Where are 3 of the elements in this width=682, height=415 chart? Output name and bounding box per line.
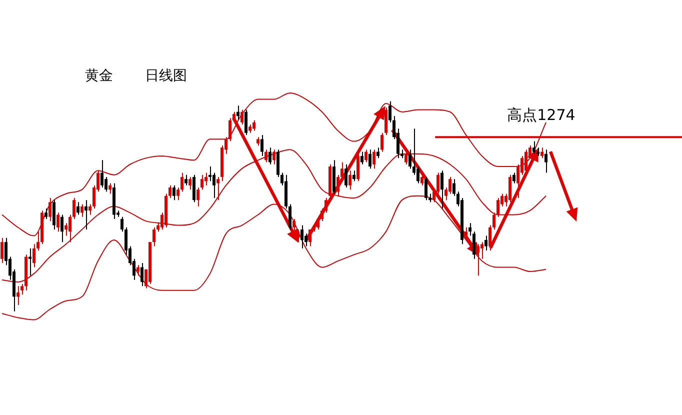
ref-line-label: 高点1274: [507, 106, 576, 124]
chart-title: 黄金: [85, 67, 113, 85]
chart-subtitle: 日线图: [145, 67, 187, 85]
